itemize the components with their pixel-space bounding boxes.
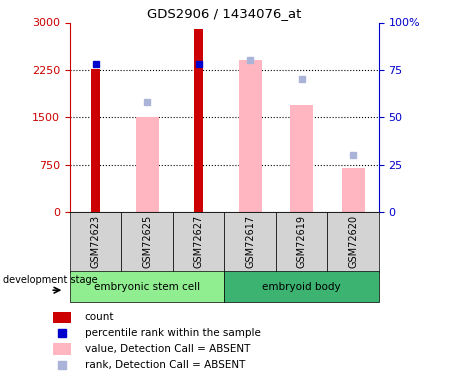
Text: GSM72623: GSM72623 (91, 215, 101, 268)
Text: GSM72617: GSM72617 (245, 215, 255, 268)
Text: embryonic stem cell: embryonic stem cell (94, 282, 200, 291)
Text: percentile rank within the sample: percentile rank within the sample (85, 328, 261, 338)
Text: development stage: development stage (4, 275, 98, 285)
Bar (53, 343, 71, 355)
FancyBboxPatch shape (327, 212, 379, 272)
Bar (239, 60, 262, 212)
Text: count: count (85, 312, 114, 322)
Bar (290, 105, 313, 212)
Text: GSM72625: GSM72625 (142, 215, 152, 268)
Text: GSM72627: GSM72627 (193, 215, 204, 268)
FancyBboxPatch shape (70, 212, 121, 272)
FancyBboxPatch shape (173, 212, 225, 272)
Text: GSM72620: GSM72620 (348, 215, 358, 268)
Bar (53, 312, 71, 323)
Bar (136, 117, 159, 212)
Text: rank, Detection Call = ABSENT: rank, Detection Call = ABSENT (85, 360, 245, 370)
Title: GDS2906 / 1434076_at: GDS2906 / 1434076_at (147, 7, 302, 20)
Text: value, Detection Call = ABSENT: value, Detection Call = ABSENT (85, 344, 250, 354)
Bar (194, 29, 203, 212)
FancyBboxPatch shape (70, 271, 225, 302)
Text: embryoid body: embryoid body (262, 282, 341, 291)
Text: GSM72619: GSM72619 (297, 215, 307, 268)
FancyBboxPatch shape (225, 271, 379, 302)
Bar (91, 69, 100, 212)
FancyBboxPatch shape (121, 212, 173, 272)
FancyBboxPatch shape (225, 212, 276, 272)
Bar (341, 168, 365, 212)
FancyBboxPatch shape (276, 212, 327, 272)
